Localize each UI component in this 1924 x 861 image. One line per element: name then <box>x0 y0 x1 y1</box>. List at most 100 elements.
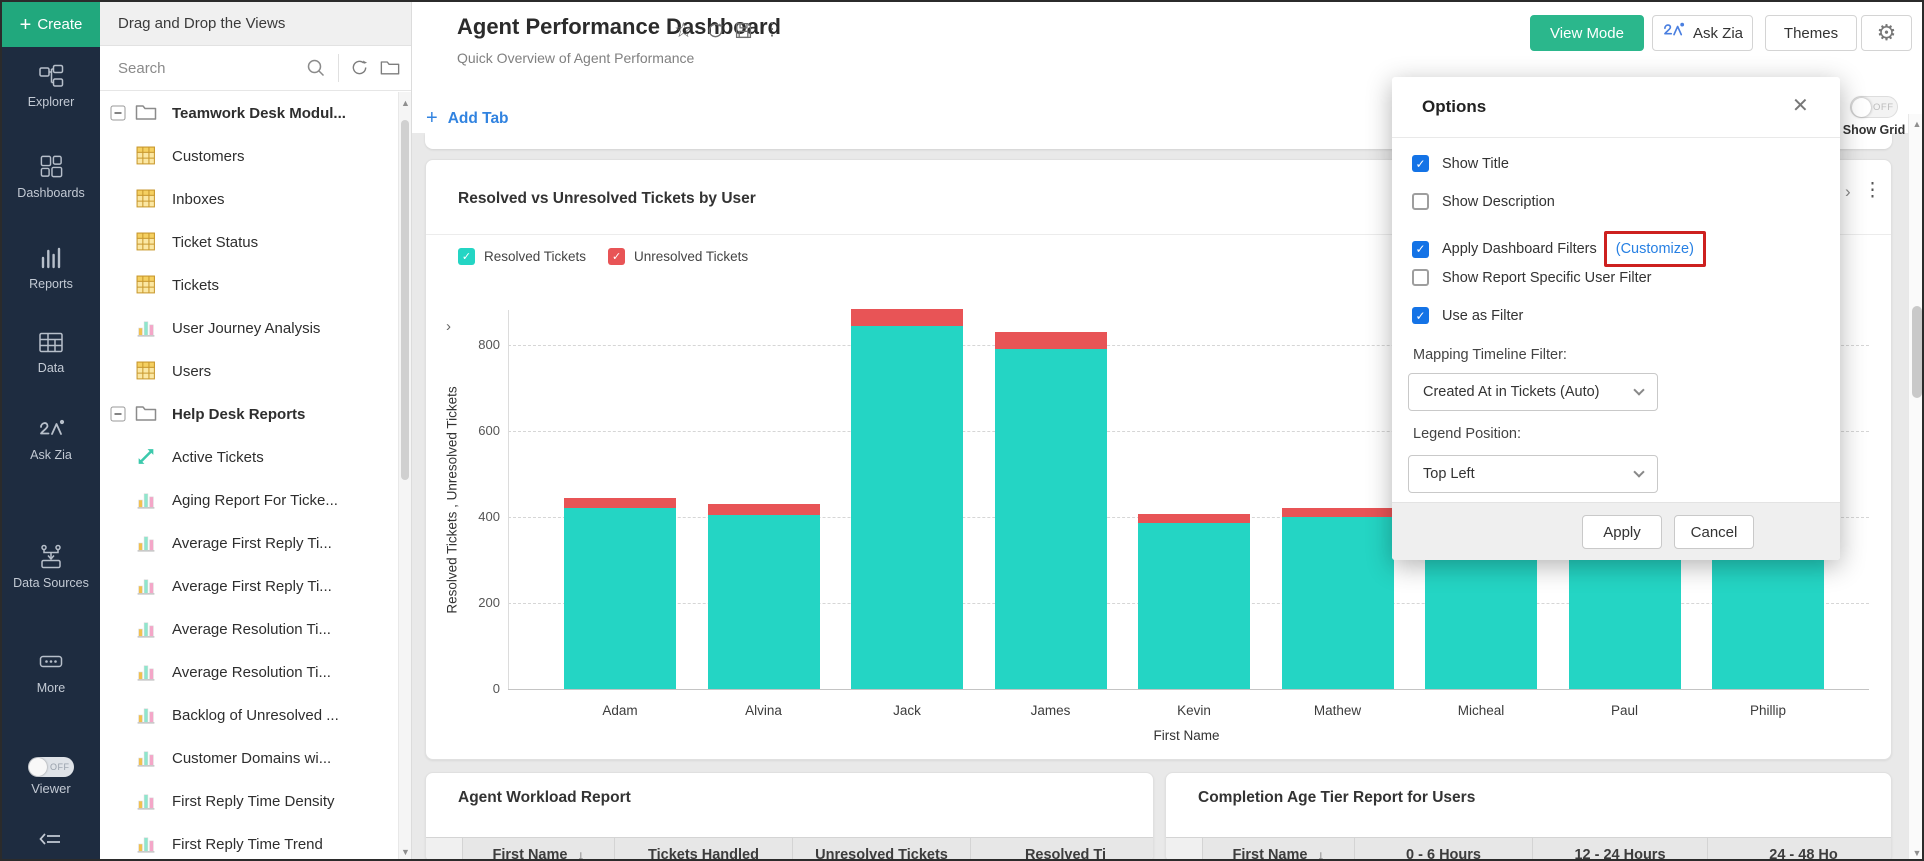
sidebar-item-explorer[interactable]: Explorer <box>2 64 100 110</box>
bar-unresolved-alvina[interactable] <box>707 504 820 515</box>
chart-title: Resolved vs Unresolved Tickets by User <box>458 190 756 207</box>
explorer-icon <box>2 64 100 88</box>
bar-resolved-alvina[interactable] <box>707 514 820 689</box>
mapping-filter-select[interactable]: Created At in Tickets (Auto) <box>1408 373 1658 411</box>
scroll-down-icon[interactable]: ▼ <box>1912 848 1922 858</box>
row-number-column-header[interactable] <box>1166 837 1203 859</box>
main-scrollbar[interactable]: ▲ ▼ <box>1908 114 1922 859</box>
legend-item-resolved-tickets[interactable]: ✓ Resolved Tickets <box>458 248 586 265</box>
sidebar-item-dashboards[interactable]: Dashboards <box>2 154 100 201</box>
views-tree-scrollbar[interactable]: ▲ ▼ <box>398 92 411 859</box>
barchart-icon <box>135 833 157 859</box>
row-number-column-header[interactable] <box>426 837 463 859</box>
folder-view-icon[interactable] <box>380 58 400 81</box>
view-mode-button[interactable]: View Mode <box>1530 15 1644 51</box>
legend-position-select[interactable]: Top Left <box>1408 455 1658 493</box>
scrollbar-thumb[interactable] <box>1912 306 1922 398</box>
collapse-minus-icon[interactable] <box>110 105 126 126</box>
collapse-minus-icon[interactable] <box>110 406 126 427</box>
apply-button[interactable]: Apply <box>1582 515 1662 549</box>
ask-zia-button[interactable]: Ask Zia <box>1652 15 1753 51</box>
tree-item-average-first-reply-ti[interactable]: Average First Reply Ti... <box>100 522 396 565</box>
tree-item-help-desk-reports[interactable]: Help Desk Reports <box>100 393 396 436</box>
scrollbar-thumb[interactable] <box>401 120 409 480</box>
column-header-label: 0 - 6 Hours <box>1406 847 1481 861</box>
column-header-tickets-handled[interactable]: Tickets Handled <box>615 837 793 859</box>
search-input[interactable] <box>118 54 298 82</box>
column-header-0-6-hours[interactable]: 0 - 6 Hours <box>1355 837 1533 861</box>
sidebar-item-reports[interactable]: Reports <box>2 246 100 292</box>
bar-resolved-kevin[interactable] <box>1138 523 1250 689</box>
column-header-label: First Name <box>1232 847 1308 861</box>
scroll-up-icon[interactable]: ▲ <box>1912 119 1922 129</box>
column-header-first-name[interactable]: First Name ↓ <box>463 837 615 859</box>
tree-item-first-reply-time-trend[interactable]: First Reply Time Trend <box>100 823 396 859</box>
tree-item-active-tickets[interactable]: Active Tickets <box>100 436 396 479</box>
column-header-first-name[interactable]: First Name ↓ <box>1203 837 1355 861</box>
bar-resolved-mathew[interactable] <box>1281 517 1394 689</box>
tree-item-backlog-of-unresolved[interactable]: Backlog of Unresolved ... <box>100 694 396 737</box>
settings-gear-button[interactable]: ⚙ <box>1861 15 1912 51</box>
chevron-right-icon[interactable]: › <box>1845 182 1851 201</box>
bar-unresolved-kevin[interactable] <box>1138 513 1250 524</box>
tree-item-inboxes[interactable]: Inboxes <box>100 178 396 221</box>
bar-unresolved-adam[interactable] <box>564 497 676 509</box>
column-header-unresolved-tickets[interactable]: Unresolved Tickets <box>793 837 971 859</box>
options-footer: Apply Cancel <box>1392 502 1840 560</box>
sidebar-item-data[interactable]: Data <box>2 330 100 376</box>
scroll-up-icon[interactable]: ▲ <box>401 98 410 108</box>
tree-item-customers[interactable]: Customers <box>100 135 396 178</box>
cancel-button[interactable]: Cancel <box>1674 515 1754 549</box>
add-tab-button[interactable]: + Add Tab <box>426 107 509 130</box>
scroll-down-icon[interactable]: ▼ <box>401 847 410 857</box>
sidebar-item-data-sources[interactable]: Data Sources <box>2 543 100 591</box>
table-icon <box>135 274 157 300</box>
tree-item-users[interactable]: Users <box>100 350 396 393</box>
bar-resolved-jack[interactable] <box>851 325 963 689</box>
checkbox-checked-icon[interactable]: ✓ <box>1412 155 1429 172</box>
bar-resolved-james[interactable] <box>994 349 1107 689</box>
show-grid-toggle[interactable]: OFF <box>1850 96 1898 118</box>
options-panel: Options ✕ ✓ Show Title Show Description ✓ Ap… <box>1392 77 1840 560</box>
save-icon[interactable] <box>734 21 753 45</box>
refresh-views-icon[interactable] <box>350 58 369 82</box>
tree-item-teamwork-desk-modul[interactable]: Teamwork Desk Modul... <box>100 92 396 135</box>
tree-item-ticket-status[interactable]: Ticket Status <box>100 221 396 264</box>
favorite-star-icon[interactable]: ☆ <box>674 19 693 42</box>
tree-item-first-reply-time-density[interactable]: First Reply Time Density <box>100 780 396 823</box>
title-more-menu-icon[interactable]: ⋮ <box>763 19 781 39</box>
bar-unresolved-james[interactable] <box>994 332 1107 350</box>
tree-item-aging-report-for-ticke[interactable]: Aging Report For Ticke... <box>100 479 396 522</box>
sidebar-item-more[interactable]: More <box>2 648 100 696</box>
customize-link[interactable]: (Customize) <box>1615 241 1694 257</box>
tree-item-average-resolution-ti[interactable]: Average Resolution Ti... <box>100 608 396 651</box>
tree-item-user-journey-analysis[interactable]: User Journey Analysis <box>100 307 396 350</box>
checkbox-unchecked-icon[interactable] <box>1412 269 1429 286</box>
checkbox-checked-icon[interactable]: ✓ <box>1412 307 1429 324</box>
bar-unresolved-jack[interactable] <box>851 309 963 326</box>
chart-menu-icon[interactable]: ⋮ <box>1863 180 1882 201</box>
bar-resolved-adam[interactable] <box>564 508 676 689</box>
sidebar-item-ask-zia[interactable]: Ask Zia <box>2 418 100 463</box>
column-header-24-48-ho[interactable]: 24 - 48 Ho <box>1708 837 1891 859</box>
refresh-dashboard-icon[interactable] <box>706 21 725 45</box>
legend-checkbox-icon[interactable]: ✓ <box>608 248 626 265</box>
tree-item-average-resolution-ti[interactable]: Average Resolution Ti... <box>100 651 396 694</box>
column-header-12-24-hours[interactable]: 12 - 24 Hours <box>1533 837 1708 859</box>
checkbox-checked-icon[interactable]: ✓ <box>1412 240 1429 258</box>
tree-item-customer-domains-wi[interactable]: Customer Domains wi... <box>100 737 396 780</box>
create-button[interactable]: + Create <box>2 2 100 47</box>
checkbox-unchecked-icon[interactable] <box>1412 193 1429 210</box>
axis-expand-chevron-icon[interactable]: › <box>446 318 451 335</box>
themes-button[interactable]: Themes <box>1765 15 1857 51</box>
collapse-sidebar-icon[interactable] <box>39 828 63 855</box>
column-header-resolved-ti[interactable]: Resolved Ti <box>971 837 1153 859</box>
show-grid-control: OFF Show Grid <box>1842 96 1906 137</box>
legend-checkbox-icon[interactable]: ✓ <box>458 248 475 265</box>
tree-item-average-first-reply-ti[interactable]: Average First Reply Ti... <box>100 565 396 608</box>
legend-item-unresolved-tickets[interactable]: ✓ Unresolved Tickets <box>608 248 748 265</box>
close-icon[interactable]: ✕ <box>1792 95 1809 117</box>
tree-item-tickets[interactable]: Tickets <box>100 264 396 307</box>
viewer-toggle[interactable]: OFF <box>28 757 74 777</box>
bar-unresolved-mathew[interactable] <box>1281 508 1394 517</box>
